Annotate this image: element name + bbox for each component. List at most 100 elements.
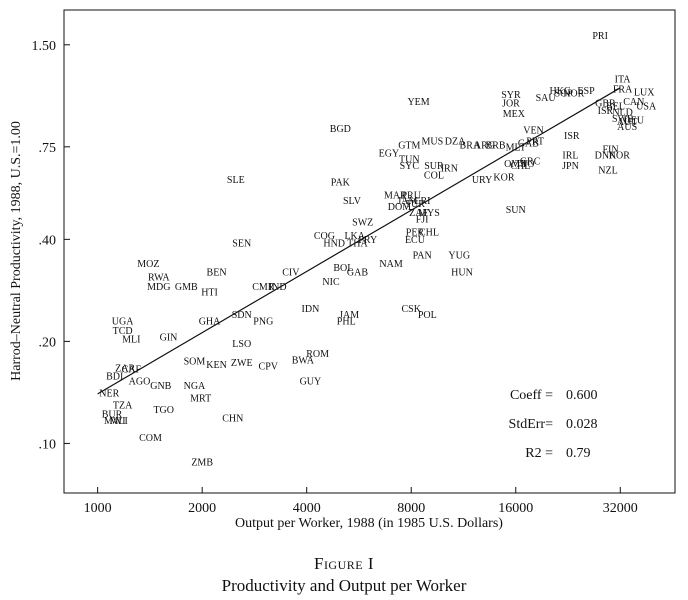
data-point-label: DNK [595, 150, 617, 161]
data-point-label: IND [269, 282, 287, 293]
data-point-label: SUN [506, 205, 526, 216]
data-point-label: YEM [407, 97, 429, 108]
data-point-label: DOM [388, 202, 411, 213]
data-point-label: NER [99, 388, 119, 399]
data-point-label: SLE [227, 175, 245, 186]
data-point-label: SYC [400, 161, 420, 172]
data-point-label: NAM [379, 259, 402, 270]
data-point-label: ECU [405, 235, 426, 246]
data-point-label: AUS [617, 122, 637, 133]
data-point-label: CRI [414, 196, 431, 207]
data-point-label: MYS [418, 208, 440, 219]
stat-label: R2 = [525, 446, 553, 461]
data-point-label: SAU [536, 93, 557, 104]
data-point-label: PRI [592, 31, 608, 42]
data-point-label: BUR [102, 410, 123, 421]
data-point-label: OMN [504, 159, 527, 170]
data-point-label: JPN [562, 161, 579, 172]
data-point-label: CHN [222, 413, 243, 424]
data-point-label: AGO [129, 376, 151, 387]
data-point-label: SWE [612, 114, 633, 125]
x-axis-title: Output per Worker, 1988 (in 1985 U.S. Do… [235, 516, 503, 531]
plot-area: 1000 2000 4000 8000 16000 32000 .10 .20 .40 .75 1… [32, 9, 676, 516]
data-point-label: MLT [506, 142, 526, 153]
data-point-label: SDN [232, 310, 252, 321]
x-tick-label: 32000 [603, 501, 638, 516]
data-point-label: ZWE [231, 358, 253, 369]
stat-label: StdErr= [509, 417, 554, 432]
data-point-label: GHA [199, 316, 221, 327]
data-point-label: HKG [549, 86, 571, 97]
data-point-label: NOR [609, 150, 630, 161]
data-point-label: TUR [405, 199, 425, 210]
data-point-label: AUT [617, 117, 638, 128]
data-point-label: BDI [106, 372, 123, 383]
data-point-label: NGA [184, 381, 206, 392]
data-point-label: EGY [379, 148, 400, 159]
data-point-label: MLI [122, 335, 140, 346]
data-point-label: ZAF [409, 208, 428, 219]
data-point-label: SGP [555, 89, 574, 100]
data-point-label: GMB [175, 282, 198, 293]
data-point-label: POL [418, 310, 437, 321]
data-point-label: HUN [451, 268, 473, 279]
data-point-label: VEN [523, 126, 544, 137]
y-tick-label: 1.50 [32, 39, 57, 54]
data-point-label: RWA [148, 272, 170, 283]
data-point-label: TUN [399, 155, 420, 166]
data-point-label: GRC [520, 157, 541, 168]
data-point-label: BEL [606, 101, 625, 112]
data-point-label: JOR [502, 99, 520, 110]
data-point-label: CAF [122, 364, 142, 375]
data-point-label: PHL [337, 316, 356, 327]
data-point-label: MRT [190, 394, 211, 405]
data-point-label: LUX [634, 87, 655, 98]
fit-line [97, 87, 621, 395]
data-point-label: CPV [259, 362, 279, 373]
data-point-label: MOZ [137, 259, 159, 270]
x-tick-label: 1000 [84, 501, 112, 516]
data-point-label: IRL [562, 150, 578, 161]
data-point-label: HND [323, 239, 345, 250]
data-point-label: ESP [577, 86, 595, 97]
x-tick-label: 4000 [293, 501, 321, 516]
data-point-label: MDG [147, 282, 170, 293]
data-point-label: PRY [358, 235, 377, 246]
data-point-label: NLD [612, 108, 633, 119]
data-point-label: GTM [398, 140, 420, 151]
data-point-label: FIN [602, 144, 618, 155]
data-point-label: TGO [153, 405, 174, 416]
data-point-label: ISR [598, 106, 614, 117]
data-point-label: ZMB [191, 458, 213, 469]
data-point-label: PAK [331, 178, 351, 189]
data-point-label: SOM [184, 357, 206, 368]
data-point-label: GUY [300, 376, 322, 387]
data-point-label: MAR [384, 191, 407, 202]
data-point-label: COG [314, 231, 335, 242]
data-point-label: GBR [595, 99, 616, 110]
data-point-label: SEN [232, 239, 251, 250]
data-point-label: JAM [339, 310, 359, 321]
data-point-label: DZA [445, 137, 466, 148]
y-tick-label: .75 [39, 141, 57, 156]
x-tick-label: 2000 [188, 501, 216, 516]
data-point-label: LSO [232, 339, 251, 350]
data-point-label: CHL [419, 228, 439, 239]
data-point-label: PRT [526, 137, 544, 148]
data-point-label: PER [406, 228, 425, 239]
data-point-label: TCD [113, 326, 133, 337]
data-point-label: SYR [501, 90, 521, 101]
stat-value: 0.600 [566, 388, 598, 403]
data-point-label: YUG [448, 250, 470, 261]
figure-title: Productivity and Output per Worker [221, 576, 467, 595]
x-tick-label: 8000 [397, 501, 425, 516]
data-point-label: ZAR [115, 363, 135, 374]
data-point-label: ARG [474, 140, 495, 151]
data-point-label: TZA [113, 400, 133, 411]
stat-value: 0.028 [566, 417, 598, 432]
data-point-label: GAB [518, 138, 539, 149]
data-point-label: GIN [160, 333, 178, 344]
data-point-label: SLV [343, 196, 362, 207]
data-point-label: CSK [401, 304, 421, 315]
